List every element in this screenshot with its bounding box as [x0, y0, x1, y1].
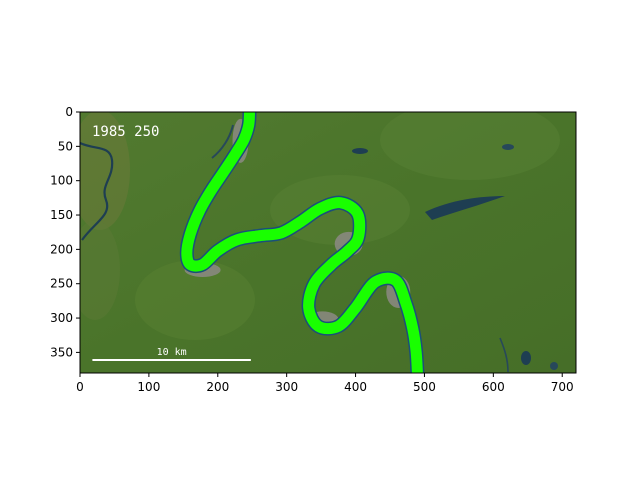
oxbow-lakes [211, 124, 558, 373]
x-tick-label: 200 [206, 380, 229, 394]
x-axis: 0 100 200 300 400 500 600 700 [76, 373, 574, 394]
x-tick-label: 700 [551, 380, 574, 394]
y-tick-label: 250 [50, 277, 73, 291]
y-axis: 0 50 100 150 200 250 300 350 [50, 105, 80, 359]
y-tick-label: 150 [50, 208, 73, 222]
y-tick-label: 100 [50, 174, 73, 188]
y-tick-label: 50 [58, 139, 73, 153]
axes-frame [79, 111, 577, 374]
river-water-mask [181, 112, 423, 373]
x-tick-label: 400 [344, 380, 367, 394]
x-tick-label: 100 [137, 380, 160, 394]
y-tick-label: 350 [50, 345, 73, 359]
year-label: 1985 250 [92, 124, 159, 140]
x-tick-label: 0 [76, 380, 84, 394]
x-tick-label: 500 [413, 380, 436, 394]
y-tick-label: 0 [65, 105, 73, 119]
floodplain-patches [80, 112, 560, 340]
x-tick-label: 600 [482, 380, 505, 394]
y-tick-label: 200 [50, 242, 73, 256]
y-tick-label: 300 [50, 311, 73, 325]
scale-bar-label: 10 km [157, 347, 187, 358]
tributary-channel [80, 141, 114, 241]
x-tick-label: 300 [275, 380, 298, 394]
satellite-image: 1985 250 10 km [80, 112, 576, 373]
